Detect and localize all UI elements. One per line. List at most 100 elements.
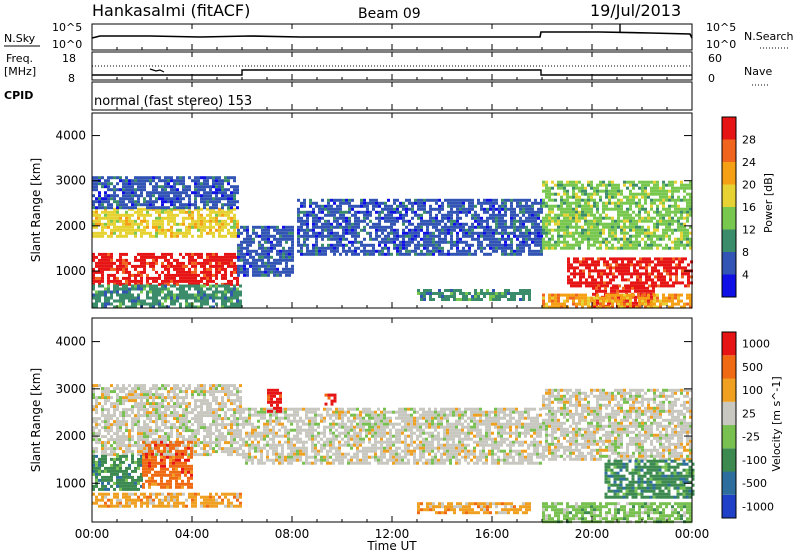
power-cell-band-1: [95, 213, 98, 217]
velocity-cell-band-0: [107, 438, 110, 442]
power-cell-band-1: [149, 213, 152, 217]
power-cell-band-2: [140, 179, 143, 183]
power-cell-band-5: [420, 213, 423, 217]
power-cell-band-7: [599, 231, 602, 235]
power-cell-band-3: [230, 287, 233, 291]
power-cell-band-7: [683, 246, 686, 250]
power-cell-band-5: [297, 198, 300, 202]
power-cell-band-4: [288, 273, 291, 277]
power-cell-band-4: [252, 231, 255, 235]
power-cell-band-7: [566, 183, 569, 187]
power-cell-band-7: [686, 219, 689, 223]
freq-line: [92, 69, 692, 76]
power-cell-band-5: [471, 198, 474, 202]
power-cell-band-5: [408, 252, 411, 256]
power-cell-band-9: [595, 301, 598, 305]
power-cell-band-0: [101, 258, 104, 262]
velocity-cell-band-0: [137, 444, 140, 448]
power-cell-band-0: [212, 273, 215, 277]
power-cell-band-5: [366, 207, 369, 211]
power-cell-band-7: [560, 219, 563, 223]
power-cell-band-8: [573, 284, 576, 288]
power-cell-band-5: [321, 249, 324, 253]
velocity-cell-band-0: [173, 414, 176, 418]
power-cell-band-7: [581, 234, 584, 238]
power-cell-band-3: [152, 305, 155, 309]
power-cell-band-2: [128, 185, 131, 189]
power-cell-band-7: [566, 204, 569, 208]
power-cell-band-4: [291, 258, 294, 262]
power-cell-band-2: [125, 191, 128, 195]
power-cell-band-4: [288, 246, 291, 250]
power-cell-band-7: [647, 243, 650, 247]
power-cell-band-4: [246, 258, 249, 262]
power-cell-band-2: [206, 179, 209, 183]
power-cell-band-3: [92, 296, 95, 300]
power-cell-band-1: [170, 219, 173, 223]
velocity-cell-band-0: [134, 402, 137, 406]
velocity-cell-band-0: [104, 417, 107, 421]
power-cell-band-5: [369, 225, 372, 229]
power-cell-band-5: [423, 246, 426, 250]
velocity-cell-band-0: [113, 405, 116, 409]
power-cell-band-9: [631, 286, 634, 290]
power-cell-band-0: [230, 255, 233, 259]
power-cell-band-5: [309, 252, 312, 256]
power-cell-band-3: [128, 290, 131, 294]
velocity-cell-band-0: [101, 387, 104, 391]
power-cell-band-4: [279, 228, 282, 232]
power-cell-band-1: [116, 219, 119, 223]
power-cell-band-4: [252, 273, 255, 277]
velocity-cell-band-0: [113, 414, 116, 418]
power-cell-band-5: [495, 213, 498, 217]
power-cell-band-5: [525, 216, 528, 220]
power-cell-band-4: [258, 258, 261, 262]
power-cell-band-3: [167, 296, 170, 300]
power-cell-band-2: [116, 200, 119, 204]
power-cell-band-1: [155, 219, 158, 223]
power-cell-band-5: [384, 225, 387, 229]
power-cell-band-2: [122, 194, 125, 198]
power-cell-band-5: [330, 234, 333, 238]
power-cell-band-7: [599, 243, 602, 247]
power-cell-band-4: [288, 225, 291, 229]
power-cell-band-2: [107, 203, 110, 207]
power-cell-band-5: [321, 210, 324, 214]
velocity-cell-band-0: [185, 387, 188, 391]
power-cell-band-5: [405, 204, 408, 208]
velocity-cell-band-0: [113, 402, 116, 406]
power-cell-band-5: [525, 210, 528, 214]
power-cell-band-10: [566, 293, 569, 297]
velocity-cell-band-0: [143, 432, 146, 436]
power-cell-band-7: [548, 195, 551, 199]
power-cell-band-3: [110, 293, 113, 297]
power-cell-band-2: [152, 176, 155, 180]
power-cell-band-5: [462, 222, 465, 226]
power-cell-band-7: [545, 219, 548, 223]
velocity-cell-band-0: [176, 396, 179, 400]
power-cell-band-3: [107, 302, 110, 306]
velocity-cell-band-0: [176, 387, 179, 391]
power-cell-band-3: [128, 296, 131, 300]
velocity-cell-band-0: [158, 393, 161, 397]
velocity-cell-band-0: [137, 450, 140, 454]
power-cell-band-1: [215, 219, 218, 223]
power-cell-band-3: [164, 299, 167, 303]
power-cell-band-0: [140, 255, 143, 259]
power-cell-band-4: [261, 249, 264, 253]
power-cell-band-6: [507, 298, 510, 301]
power-cell-band-5: [315, 222, 318, 226]
power-cell-band-0: [134, 258, 137, 262]
power-cell-band-2: [176, 182, 179, 186]
power-cell-band-7: [674, 180, 677, 184]
power-cell-band-7: [605, 183, 608, 187]
power-cell-band-5: [474, 216, 477, 220]
power-cell-band-8: [567, 257, 570, 261]
power-cell-band-7: [575, 186, 578, 190]
power-cell-band-4: [243, 273, 246, 277]
power-cell-band-8: [612, 275, 615, 279]
power-cell-band-10: [620, 302, 623, 306]
power-cell-band-6: [453, 295, 456, 298]
power-cell-band-2: [194, 185, 197, 189]
